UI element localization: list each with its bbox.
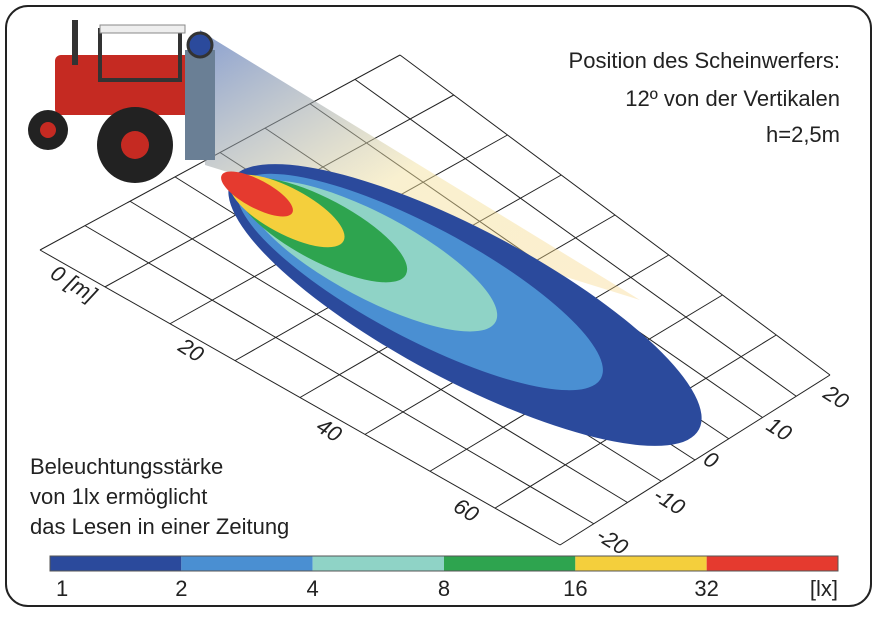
- legend-swatch: [181, 556, 313, 571]
- legend-label: 16: [563, 576, 587, 601]
- info-line: Position des Scheinwerfers:: [569, 48, 840, 73]
- isolux-areas: [221, 164, 702, 446]
- info-line: h=2,5m: [766, 122, 840, 147]
- legend-unit: [lx]: [810, 576, 838, 601]
- legend-label: 4: [307, 576, 319, 601]
- legend-label: 8: [438, 576, 450, 601]
- legend-swatch: [312, 556, 444, 571]
- note-line: Beleuchtungsstärke: [30, 454, 223, 479]
- info-line: 12º von der Vertikalen: [625, 86, 840, 111]
- tractor: [28, 20, 215, 183]
- legend-label: 1: [56, 576, 68, 601]
- legend-swatch: [50, 556, 182, 571]
- legend-border: [49, 555, 839, 572]
- legend-label: 32: [694, 576, 718, 601]
- grid-line: [84, 225, 595, 525]
- grid-line: [399, 54, 831, 376]
- note-line: das Lesen in einer Zeitung: [30, 514, 289, 539]
- legend-swatch: [575, 556, 707, 571]
- grid-line: [39, 249, 561, 546]
- legend-swatch: [706, 556, 838, 571]
- note-line: von 1lx ermöglicht: [30, 484, 207, 509]
- grid-line: [129, 200, 628, 503]
- isolux-area: [221, 171, 293, 217]
- legend: 1 2 4 8 16 32 [lx]: [49, 555, 839, 601]
- legend-swatch: [444, 556, 576, 571]
- legend-label: 2: [175, 576, 187, 601]
- grid-line: [354, 78, 797, 397]
